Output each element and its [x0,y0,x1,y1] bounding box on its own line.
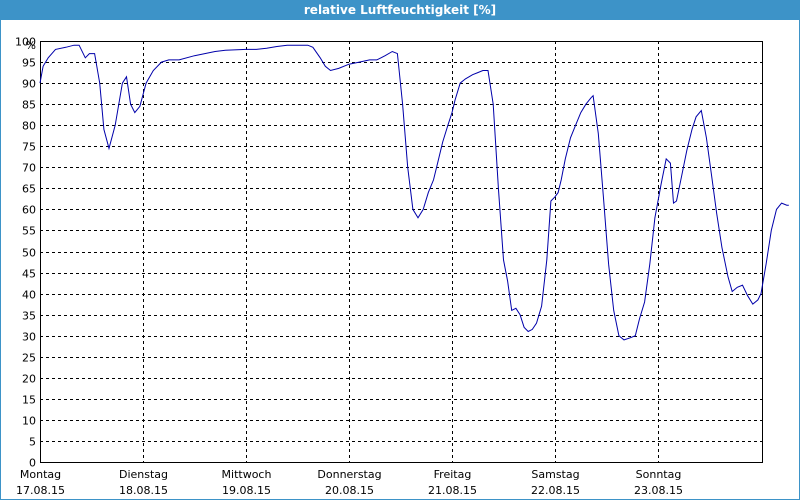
y-tick-label: 75 [22,141,36,154]
grid [40,41,762,462]
y-tick-label: 55 [22,225,36,238]
x-tick-label-date: 17.08.15 [16,484,65,497]
y-tick-label: 85 [22,99,36,112]
x-tick-label-day: Donnerstag [317,468,381,481]
x-tick-label-date: 19.08.15 [222,484,271,497]
x-tick-label-date: 20.08.15 [325,484,374,497]
y-tick-label: 70 [22,162,36,175]
y-tick-label: 35 [22,310,36,323]
y-tick-label: 65 [22,183,36,196]
y-tick-label: 15 [22,394,36,407]
y-tick-label: 100 [15,36,36,49]
x-tick-label-date: 22.08.15 [531,484,580,497]
y-axis-unit-label: % [26,39,36,52]
x-tick-label-date: 18.08.15 [119,484,168,497]
x-tick-label-day: Dienstag [119,468,168,481]
y-tick-label: 10 [22,415,36,428]
y-tick-label: 60 [22,204,36,217]
chart-title: relative Luftfeuchtigkeit [%] [0,0,800,20]
y-tick-label: 95 [22,57,36,70]
x-tick-label-day: Sonntag [636,468,682,481]
y-tick-label: 5 [29,436,36,449]
series-line-humidity [39,44,789,341]
plot-area [40,41,763,463]
x-axis: Montag 17.08.15 Dienstag 18.08.15 Mittwoch 19… [16,468,683,497]
y-tick-label: 25 [22,352,36,365]
x-tick-label-day: Samstag [531,468,579,481]
x-tick-label-day: Montag [20,468,61,481]
y-tick-label: 80 [22,120,36,133]
y-axis: 0 5 10 15 20 25 30 35 40 45 50 55 60 65 70 75 80 85 90 95 10… [15,36,36,470]
y-tick-label: 20 [22,373,36,386]
x-tick-label-day: Mittwoch [222,468,272,481]
y-tick-label: 90 [22,78,36,91]
y-tick-label: 40 [22,289,36,302]
x-tick-label-date: 23.08.15 [634,484,683,497]
x-tick-label-date: 21.08.15 [428,484,477,497]
x-tick-label-day: Freitag [434,468,472,481]
y-tick-label: 0 [29,457,36,470]
y-tick-label: 45 [22,268,36,281]
y-tick-label: 30 [22,331,36,344]
y-tick-label: 50 [22,247,36,260]
